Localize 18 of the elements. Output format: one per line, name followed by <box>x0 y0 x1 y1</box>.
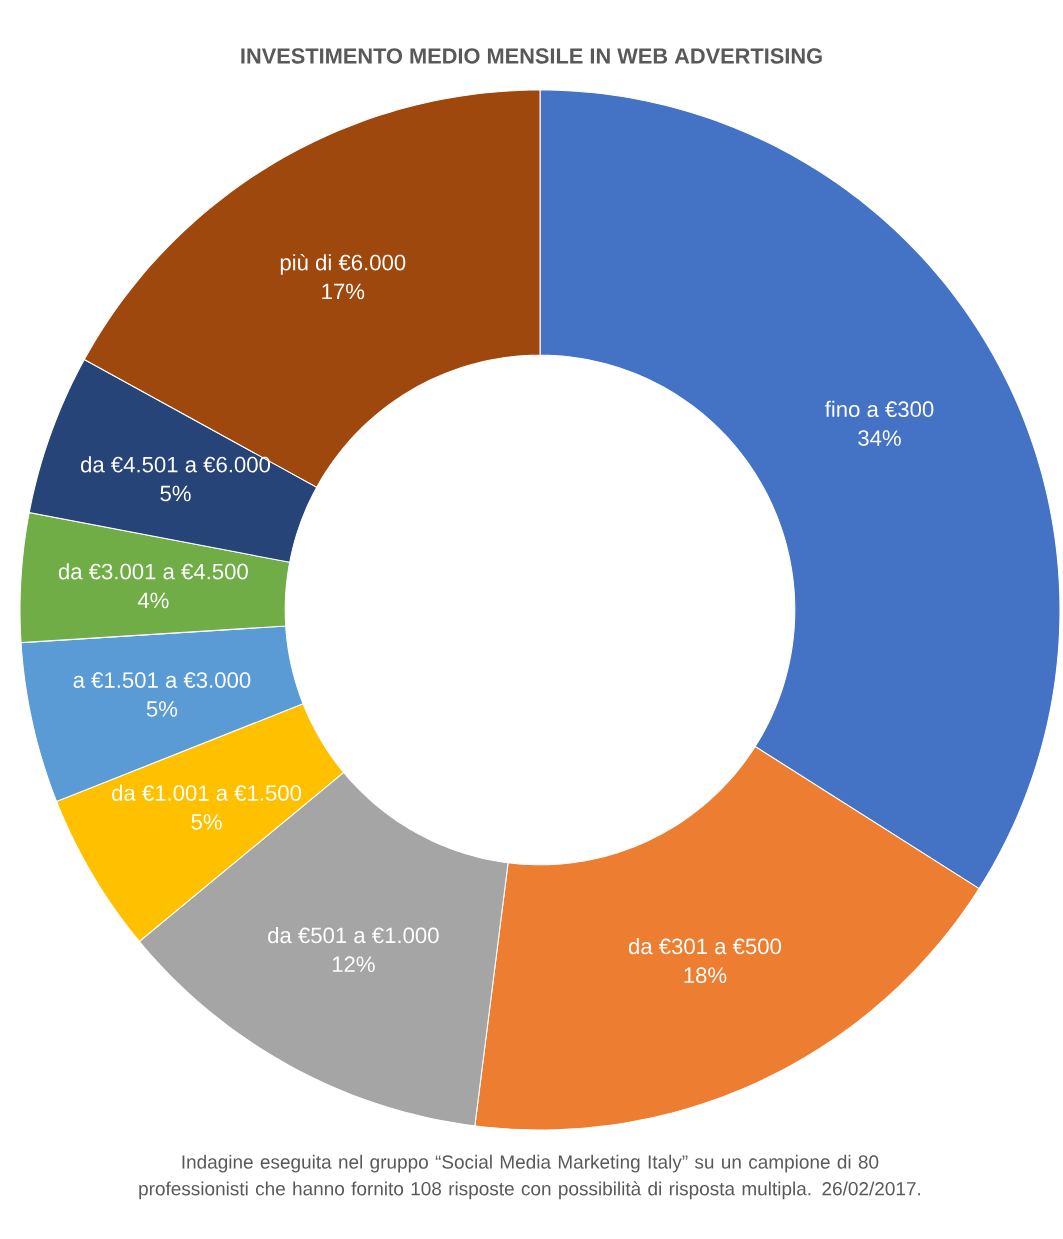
slice-label: più di €6.000 <box>280 253 406 275</box>
slice-label: fino a €300 <box>825 400 934 418</box>
slice-label: a €1.501 a €3.000 <box>73 672 251 688</box>
slice-label: da €1.001 a €1.500 <box>112 784 302 801</box>
slice-label: da €301 a €500 <box>628 937 782 955</box>
text: Indagine eseguita nel gruppo “Social Media Marketing Italy” su un campione di 80 professionisti che hanno fornito 108 risposte con possibilità di risposta multipla. 26/02/2017. <box>139 1154 921 1200</box>
slice-label: da €4.501 a €6.000 <box>81 456 271 473</box>
slice-label: da €501 a €1.000 <box>268 926 439 944</box>
slice-label: da €3.001 a €4.500 <box>58 563 248 580</box>
data-label: 12% <box>332 956 375 972</box>
chart-title: INVESTIMENTO MEDIO MENSILE IN WEB ADVERTISING <box>241 48 822 64</box>
data-label: 5% <box>160 485 191 502</box>
data-label: 18% <box>684 967 727 984</box>
data-label: 34% <box>858 430 901 446</box>
data-label: 5% <box>146 701 178 717</box>
data-label: 5% <box>191 814 222 830</box>
data-label: 17% <box>322 283 365 300</box>
data-label: 4% <box>137 592 169 609</box>
